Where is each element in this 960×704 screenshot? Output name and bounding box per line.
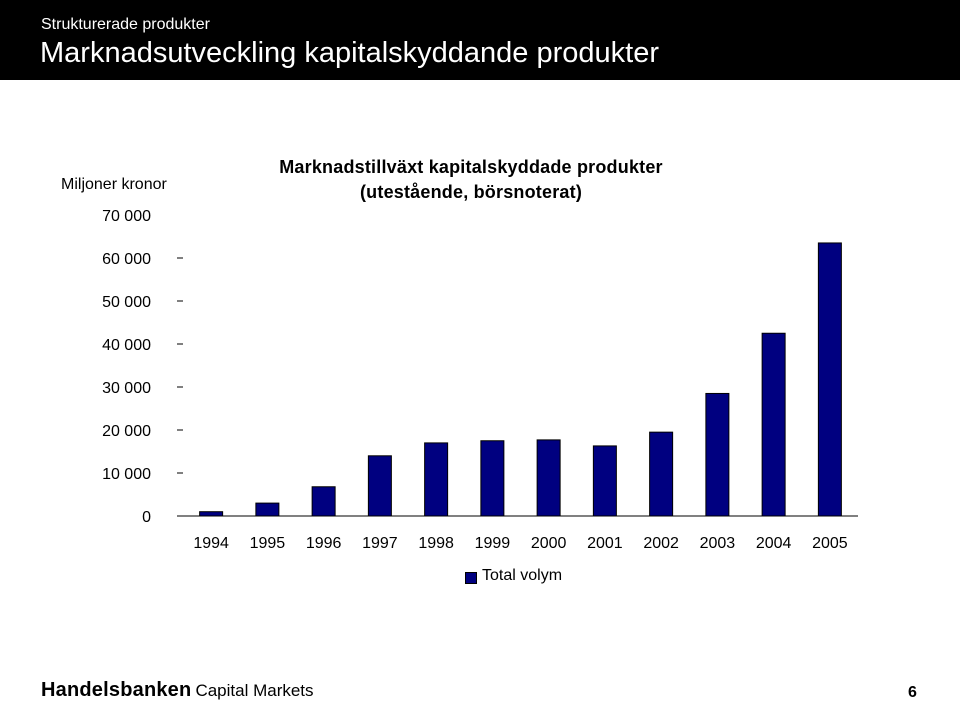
x-tick-label: 2005 [812, 535, 848, 552]
x-tick-label: 1994 [193, 535, 229, 552]
y-tick-label: 10 000 [102, 466, 151, 483]
page-title: Marknadsutveckling kapitalskyddande prod… [40, 37, 660, 69]
bar-1997 [367, 455, 392, 517]
bar-1995 [255, 502, 280, 517]
logo-main-text: Handelsbanken [41, 679, 192, 701]
y-tick-label: 0 [142, 509, 151, 526]
x-tick-label: 1995 [250, 535, 286, 552]
x-tick-label: 2004 [756, 535, 792, 552]
x-tick-label: 1996 [306, 535, 342, 552]
y-tick-label: 30 000 [102, 380, 151, 397]
bar-2001 [592, 445, 617, 517]
bar-2000 [536, 439, 561, 517]
page-number: 6 [908, 684, 917, 701]
bar-2004 [761, 332, 786, 517]
bar-1999 [480, 440, 505, 517]
header-bar: Strukturerade produkter Marknadsutveckli… [0, 0, 960, 80]
y-tick-label: 60 000 [102, 251, 151, 268]
logo-sub-text: Capital Markets [195, 681, 314, 700]
x-tick-label: 2000 [531, 535, 567, 552]
x-tick-label: 2003 [700, 535, 736, 552]
chart-title-line-1: Marknadstillväxt kapitalskyddade produkt… [279, 157, 663, 177]
y-tick-label: 50 000 [102, 294, 151, 311]
x-tick-label: 1999 [475, 535, 511, 552]
handelsbanken-logo: Handelsbanken Capital Markets [41, 678, 314, 704]
x-tick-label: 1998 [418, 535, 454, 552]
bar-2002 [649, 431, 674, 517]
y-axis-unit-label: Miljoner kronor [61, 176, 167, 193]
y-tick-label: 40 000 [102, 337, 151, 354]
x-tick-label: 2002 [643, 535, 679, 552]
x-tick-label: 1997 [362, 535, 398, 552]
bar-2005 [817, 242, 842, 517]
y-tick-label: 70 000 [102, 208, 151, 225]
header-subtitle: Strukturerade produkter [41, 16, 210, 33]
chart-title-line-2: (utestående, börsnoterat) [359, 182, 583, 202]
x-tick-label: 2001 [587, 535, 623, 552]
bar-1998 [424, 442, 449, 517]
y-tick-label: 20 000 [102, 423, 151, 440]
legend-label: Total volym [482, 567, 563, 584]
legend-swatch [465, 572, 477, 584]
bar-2003 [705, 392, 730, 517]
bar-1994 [199, 511, 224, 517]
chart-title: Marknadstillväxt kapitalskyddade produkt… [246, 155, 696, 205]
bar-1996 [311, 486, 336, 517]
